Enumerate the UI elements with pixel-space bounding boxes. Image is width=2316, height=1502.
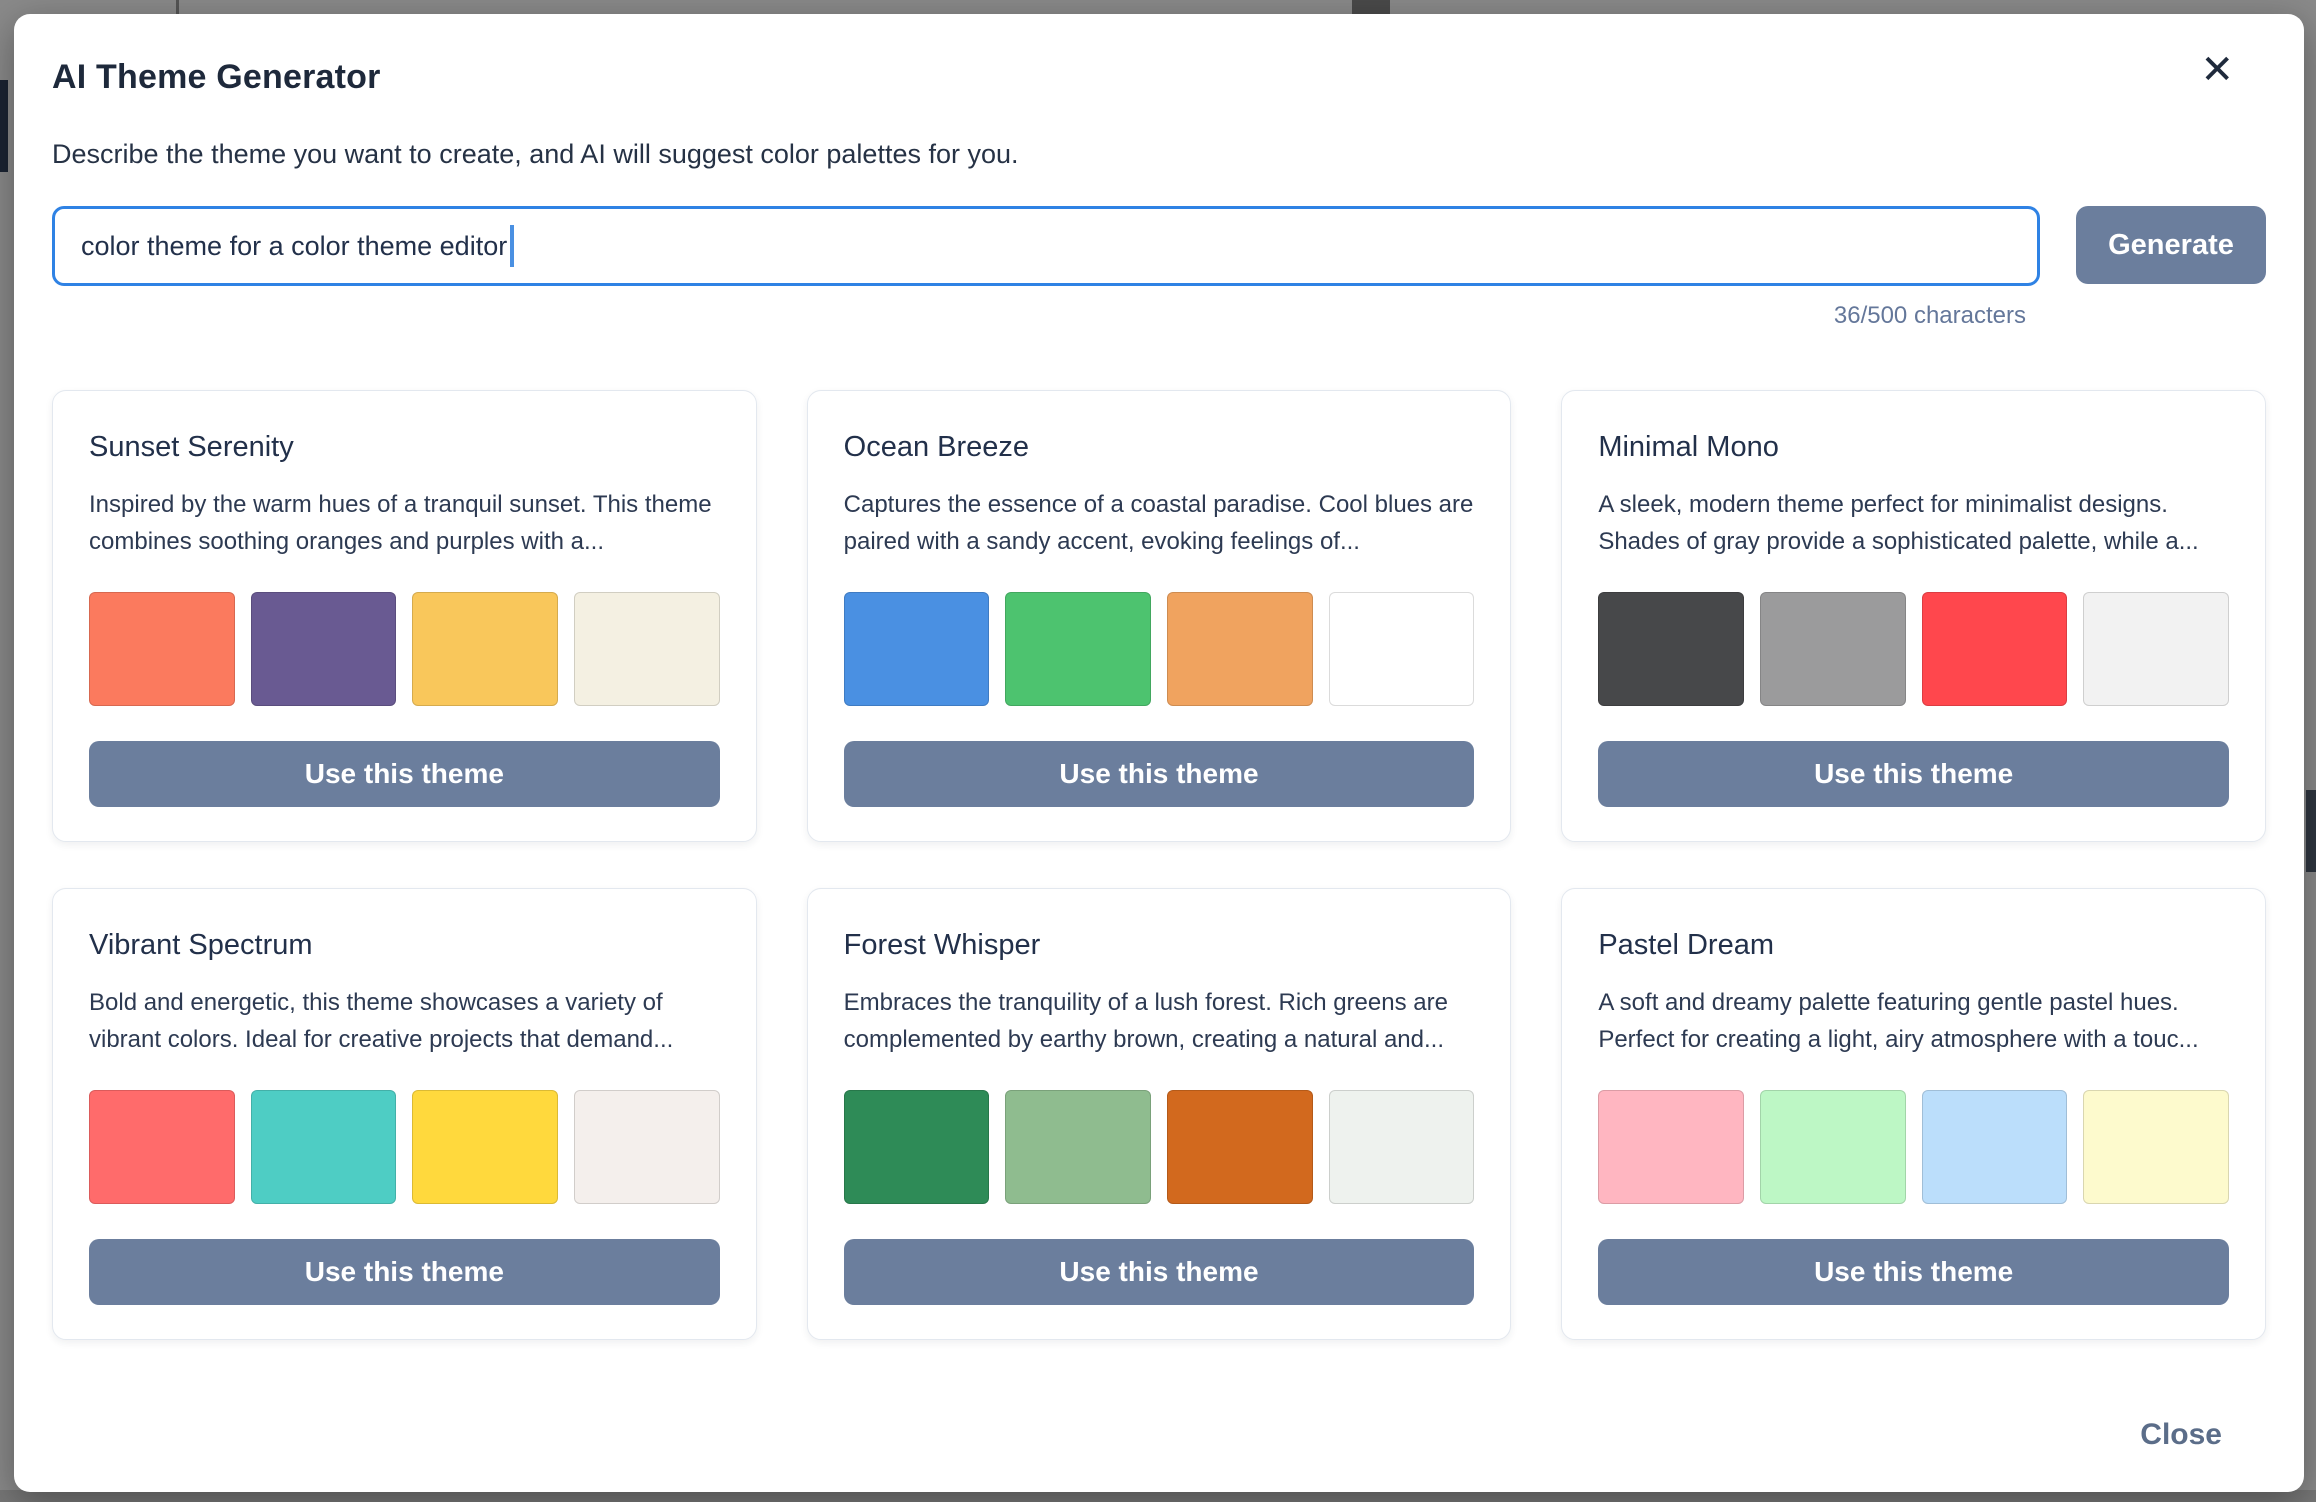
color-swatch [412,592,559,706]
color-swatch [1598,1090,1744,1204]
backdrop-artifact [0,80,8,172]
dialog-description: Describe the theme you want to create, a… [52,139,1019,169]
dialog-footer: Close [52,1418,2266,1466]
swatch-row [843,1090,1475,1204]
backdrop-artifact [176,0,179,14]
theme-description: Inspired by the warm hues of a tranquil … [89,491,712,555]
color-swatch [250,592,397,706]
text-cursor [510,225,515,267]
color-swatch [89,1090,235,1204]
color-swatch [1167,592,1313,706]
color-swatch [1921,592,2068,706]
swatch-row [89,1090,720,1204]
color-swatch [2083,1090,2230,1204]
theme-card: Ocean Breeze Captures the essence of a c… [806,390,1512,842]
backdrop-artifact [2306,790,2316,872]
theme-card: Vibrant Spectrum Bold and energetic, thi… [52,888,757,1340]
use-this-theme-button[interactable]: Use this theme [843,1239,1475,1305]
theme-name: Sunset Serenity [89,431,294,463]
color-swatch [1328,1090,1475,1204]
swatch-row [843,592,1475,706]
use-this-theme-button[interactable]: Use this theme [843,741,1475,807]
theme-description: Bold and energetic, this theme showcases… [89,989,674,1053]
dialog-title: AI Theme Generator [52,58,381,96]
character-counter: 36/500 characters [1833,302,2026,329]
theme-description: Captures the essence of a coastal paradi… [843,491,1474,555]
theme-description: Embraces the tranquility of a lush fores… [843,989,1448,1053]
swatch-row [89,592,720,706]
color-swatch [1760,592,1906,706]
theme-name: Pastel Dream [1598,929,1774,961]
color-swatch [2083,592,2230,706]
use-this-theme-button[interactable]: Use this theme [89,1239,720,1305]
theme-card: Minimal Mono A sleek, modern theme perfe… [1561,390,2266,842]
theme-name: Minimal Mono [1598,431,1779,463]
theme-name: Ocean Breeze [843,431,1030,463]
color-swatch [843,592,990,706]
color-swatch [843,1090,990,1204]
prompt-row: color theme for a color theme editor Gen… [52,206,2266,286]
theme-name: Forest Whisper [843,929,1041,961]
theme-suggestions-grid: Sunset Serenity Inspired by the warm hue… [52,390,2266,1340]
swatch-row [1598,592,2230,706]
color-swatch [1005,592,1151,706]
use-this-theme-button[interactable]: Use this theme [1598,1239,2229,1305]
color-swatch [574,1090,720,1204]
ai-theme-generator-dialog: AI Theme Generator ✕ Describe the theme … [14,14,2304,1492]
color-swatch [1921,1090,2068,1204]
color-swatch [1167,1090,1313,1204]
theme-card: Sunset Serenity Inspired by the warm hue… [52,390,757,842]
use-this-theme-button[interactable]: Use this theme [89,741,720,807]
color-swatch [1328,592,1475,706]
theme-card: Pastel Dream A soft and dreamy palette f… [1561,888,2266,1340]
theme-name: Vibrant Spectrum [89,929,313,961]
backdrop-artifact [0,1490,2316,1502]
dialog-header: AI Theme Generator ✕ [52,50,2266,97]
color-swatch [574,592,720,706]
generate-button[interactable]: Generate [2076,206,2266,284]
backdrop-artifact [1352,0,1390,14]
swatch-row [1598,1090,2230,1204]
color-swatch [412,1090,559,1204]
use-this-theme-button[interactable]: Use this theme [1598,741,2229,807]
close-icon[interactable]: ✕ [2200,48,2234,92]
theme-description: A soft and dreamy palette featuring gent… [1598,989,2199,1053]
color-swatch [1005,1090,1151,1204]
theme-description: A sleek, modern theme perfect for minima… [1598,491,2199,555]
theme-prompt-input[interactable]: color theme for a color theme editor [52,206,2040,286]
theme-card: Forest Whisper Embraces the tranquility … [806,888,1512,1340]
close-button[interactable]: Close [2140,1418,2222,1451]
color-swatch [89,592,235,706]
color-swatch [1760,1090,1906,1204]
color-swatch [1598,592,1744,706]
theme-prompt-value: color theme for a color theme editor [81,230,508,261]
color-swatch [250,1090,397,1204]
